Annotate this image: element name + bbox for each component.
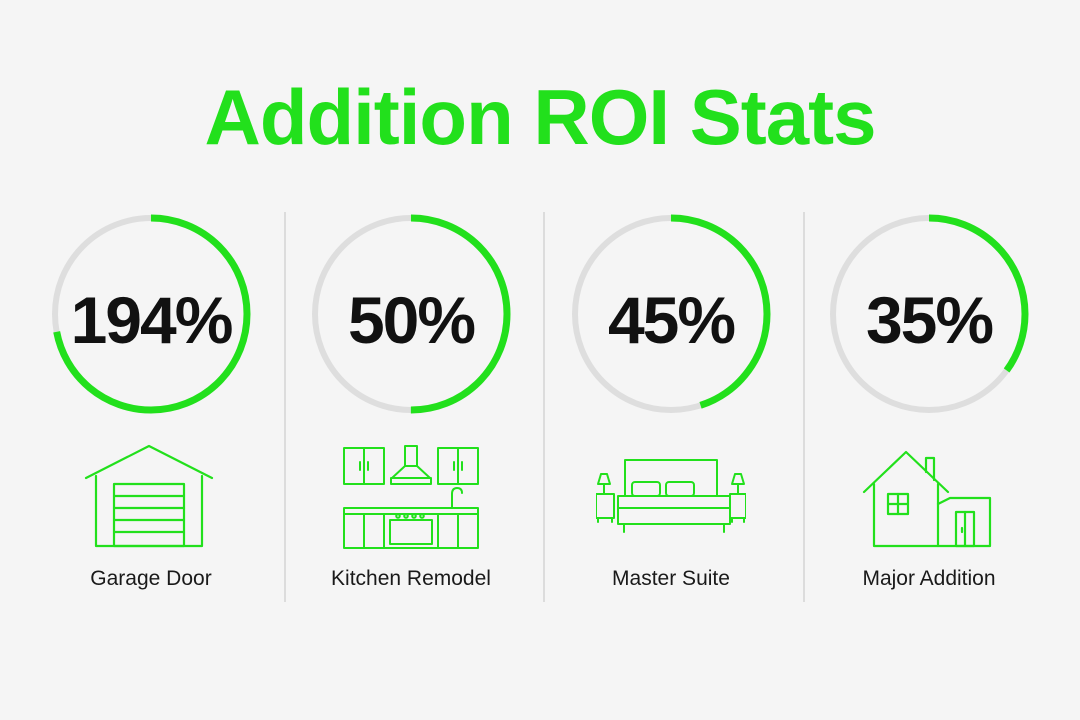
house-addition-icon xyxy=(862,450,992,548)
stat-label: Major Addition xyxy=(862,567,996,590)
progress-ring xyxy=(829,214,1029,414)
ring-progress-arc xyxy=(571,214,771,414)
stat-card-master-suite: 45% Master Suite xyxy=(556,210,786,600)
column-divider xyxy=(803,212,805,602)
ring-progress-arc xyxy=(311,214,511,414)
stat-card-kitchen-remodel: 50% Kitchen Remodel xyxy=(296,210,526,600)
progress-ring xyxy=(311,214,511,414)
stat-percent: 35% xyxy=(865,283,994,357)
ring-progress-arc xyxy=(51,214,251,414)
page-title: Addition ROI Stats xyxy=(204,73,877,161)
stat-label: Master Suite xyxy=(612,567,730,590)
bedroom-icon xyxy=(596,459,746,533)
progress-ring xyxy=(51,214,251,414)
column-divider xyxy=(284,212,286,602)
stat-percent: 194% xyxy=(70,283,234,357)
ring-progress-arc xyxy=(829,214,1029,414)
stat-label: Kitchen Remodel xyxy=(331,567,491,590)
column-divider xyxy=(543,212,545,602)
stat-label: Garage Door xyxy=(90,567,212,590)
progress-ring xyxy=(571,214,771,414)
stat-percent: 50% xyxy=(347,283,476,357)
kitchen-icon xyxy=(343,445,479,549)
stat-card-major-addition: 35% Major Addition xyxy=(814,210,1044,600)
garage-door-icon xyxy=(84,444,214,548)
stat-card-garage-door: 194% Garage Door xyxy=(36,210,266,600)
stat-percent: 45% xyxy=(607,283,736,357)
